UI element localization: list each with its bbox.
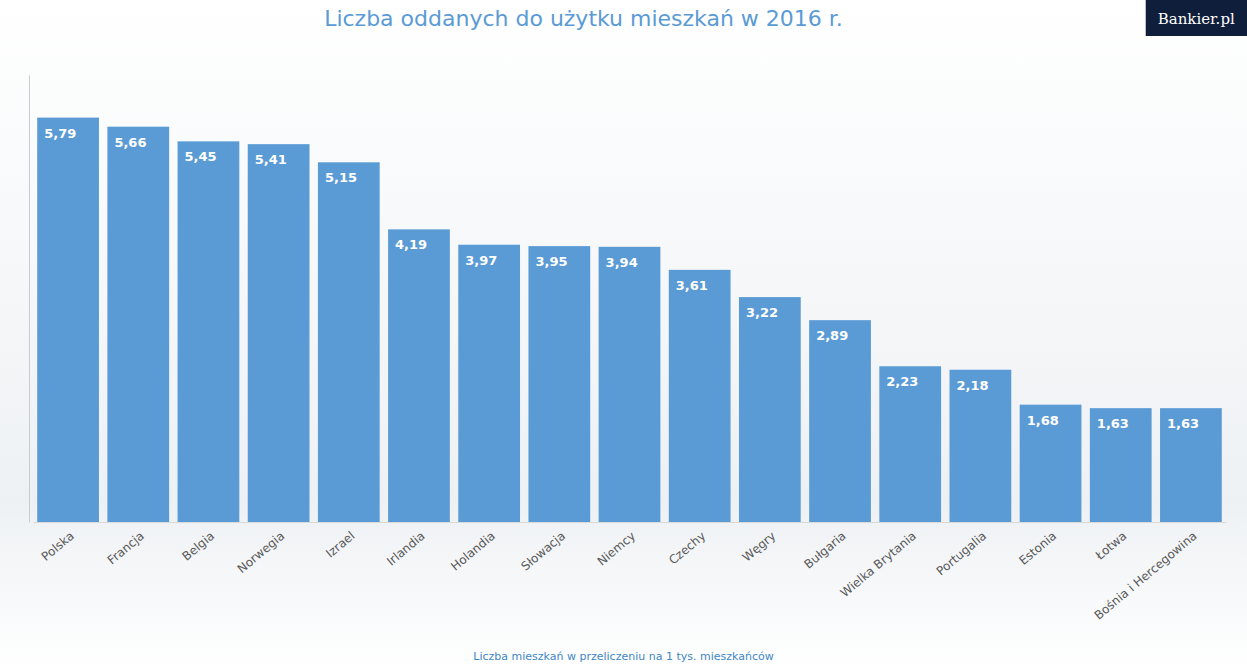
- x-tick: Polska: [39, 522, 77, 564]
- bar: [458, 245, 520, 522]
- x-tick-label: Węgry: [740, 529, 779, 565]
- x-axis: Polska Francja Belgia Norwegia Izrael Irlandi…: [34, 522, 1227, 623]
- logo: Bankier.pl: [1146, 0, 1247, 36]
- x-tick-label: Wielka Brytania: [838, 529, 919, 600]
- bar: [739, 297, 801, 522]
- source: Bankier.pl: [1158, 10, 1235, 28]
- x-tick: Francja: [105, 522, 147, 567]
- x-axis-title: Liczba mieszkań w przeliczeniu na 1 tys.…: [473, 650, 773, 663]
- x-tick-label: Belgia: [180, 529, 218, 564]
- data-label: 3,94: [606, 255, 638, 270]
- data-label: 2,23: [886, 374, 918, 389]
- bar: [669, 270, 731, 522]
- y-axis-line: [29, 76, 30, 523]
- x-tick-label: Izrael: [323, 529, 357, 561]
- data-label: 3,97: [465, 253, 497, 268]
- data-label: 5,66: [114, 135, 146, 150]
- title: Liczba oddanych do użytku mieszkań w 201…: [324, 6, 843, 31]
- bar: [248, 144, 310, 522]
- x-tick-label: Słowacja: [518, 529, 567, 574]
- x-tick-label: Bośnia i Hercegowina: [1092, 529, 1200, 623]
- x-tick: Holandia: [448, 522, 498, 574]
- x-tick-label: Holandia: [448, 529, 498, 574]
- bar: [37, 118, 99, 522]
- y-axis: [29, 76, 30, 523]
- x-tick: Irlandia: [384, 522, 428, 568]
- x-tick: Estonia: [1016, 522, 1059, 568]
- data-label: 5,79: [44, 126, 76, 141]
- x-tick-label: Polska: [39, 529, 77, 564]
- x-tick-label: Norwegia: [235, 529, 287, 576]
- x-tick: Norwegia: [235, 522, 287, 576]
- bar: [107, 127, 169, 522]
- data-label: 2,18: [957, 378, 989, 393]
- x-tick: Portugalia: [934, 522, 989, 578]
- bar: [1020, 405, 1082, 522]
- x-tick: Niemcy: [595, 522, 639, 569]
- data-label: 2,89: [816, 328, 848, 343]
- x-tick-label: Irlandia: [384, 529, 428, 569]
- bar: [1160, 408, 1222, 522]
- data-label: 3,22: [746, 305, 778, 320]
- data-label: 4,19: [395, 237, 427, 252]
- data-label: 5,15: [325, 170, 357, 185]
- x-tick: Bośnia i Hercegowina: [1092, 522, 1200, 623]
- background: [0, 0, 1247, 670]
- x-tick-label: Łotwa: [1092, 529, 1129, 563]
- data-label: 3,95: [535, 254, 567, 269]
- x-tick-label: Francja: [105, 529, 147, 568]
- x-tick-label: Bułgaria: [801, 529, 848, 572]
- data-label: 5,41: [255, 152, 287, 167]
- data-labels: 5,79 5,66 5,45 5,41 5,15 4,19 3,97 3,95 3,94 3,61…: [44, 126, 1199, 432]
- data-label: 3,61: [676, 278, 708, 293]
- x-tick-label: Czechy: [666, 529, 708, 568]
- bar: [388, 229, 450, 522]
- bar: [318, 162, 380, 522]
- x-tick: Czechy: [666, 522, 708, 567]
- bar: [809, 320, 871, 522]
- bar: [950, 370, 1012, 522]
- x-tick: Belgia: [180, 522, 218, 563]
- bar: [599, 247, 661, 522]
- x-tick-label: Portugalia: [934, 529, 989, 579]
- logo-box: [1146, 0, 1247, 36]
- x-axis-line: [34, 522, 1227, 523]
- x-tick: Węgry: [740, 522, 779, 565]
- bar: [879, 366, 941, 522]
- data-label: 5,45: [185, 149, 217, 164]
- x-tick: Łotwa: [1092, 522, 1129, 563]
- bar: [1090, 408, 1152, 522]
- data-label: 1,63: [1167, 416, 1199, 431]
- x-tick-label: Niemcy: [595, 529, 639, 569]
- x-tick: Słowacja: [518, 522, 567, 573]
- x-tick: Wielka Brytania: [838, 522, 919, 600]
- data-label: 1,63: [1097, 416, 1129, 431]
- bar: [528, 246, 590, 522]
- data-label: 1,68: [1027, 413, 1059, 428]
- bars: [37, 118, 1222, 522]
- x-tick: Bułgaria: [801, 522, 848, 572]
- x-tick-label: Estonia: [1016, 529, 1059, 568]
- bar: [178, 141, 240, 522]
- chart: Liczba oddanych do użytku mieszkań w 201…: [0, 0, 1247, 670]
- x-tick: Izrael: [323, 522, 357, 561]
